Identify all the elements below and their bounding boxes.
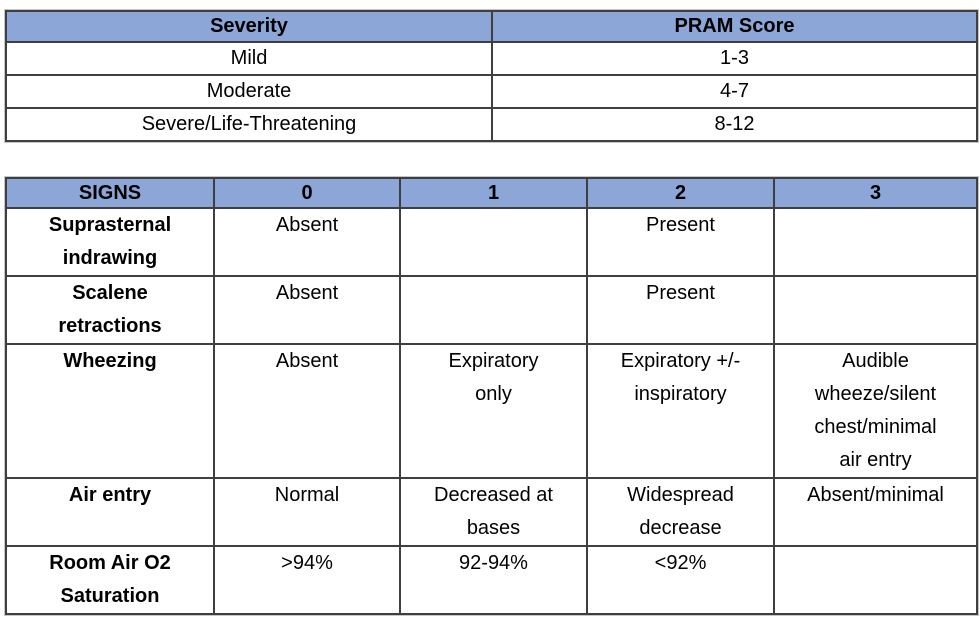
severity-label: Severe/Life-Threatening (5, 107, 493, 142)
sign-label: Suprasternal indrawing (5, 207, 215, 277)
score-0-value: Absent (213, 275, 401, 345)
score-3-header-cell: 3 (773, 177, 978, 209)
score-0-value: Absent (213, 343, 401, 479)
score-3-value: Audible wheeze/silent chest/minimal air … (773, 343, 978, 479)
severity-header-cell: Severity (5, 10, 493, 43)
score-2-value: Present (586, 275, 775, 345)
signs-table: SIGNS 0 1 2 3 Suprasternal indrawing Abs… (5, 177, 978, 615)
sign-label: Scalene retractions (5, 275, 215, 345)
sign-label: Wheezing (5, 343, 215, 479)
severity-score-range: 4-7 (491, 74, 978, 109)
severity-table: Severity PRAM Score Mild 1-3 Moderate 4-… (5, 10, 978, 142)
score-1-header-cell: 1 (399, 177, 588, 209)
pram-score-header-cell: PRAM Score (491, 10, 978, 43)
severity-label: Mild (5, 41, 493, 76)
score-1-value: 92-94% (399, 545, 588, 615)
table-row-wheezing: Wheezing Absent Expiratory only Expirato… (5, 343, 978, 479)
score-0-header-cell: 0 (213, 177, 401, 209)
severity-label: Moderate (5, 74, 493, 109)
score-0-value: >94% (213, 545, 401, 615)
table-row-air-entry: Air entry Normal Decreased at bases Wide… (5, 477, 978, 547)
table-row-scalene-retractions: Scalene retractions Absent Present (5, 275, 978, 345)
signs-header-cell: SIGNS (5, 177, 215, 209)
score-1-value: Decreased at bases (399, 477, 588, 547)
score-2-header-cell: 2 (586, 177, 775, 209)
sign-label: Room Air O2 Saturation (5, 545, 215, 615)
table-row-moderate: Moderate 4-7 (5, 74, 978, 109)
score-2-value: Widespread decrease (586, 477, 775, 547)
score-3-value (773, 545, 978, 615)
table-row-suprasternal-indrawing: Suprasternal indrawing Absent Present (5, 207, 978, 277)
score-3-value: Absent/minimal (773, 477, 978, 547)
table-row-mild: Mild 1-3 (5, 41, 978, 76)
table-row-severe: Severe/Life-Threatening 8-12 (5, 107, 978, 142)
severity-score-range: 8-12 (491, 107, 978, 142)
score-0-value: Absent (213, 207, 401, 277)
severity-score-range: 1-3 (491, 41, 978, 76)
score-2-value: Present (586, 207, 775, 277)
score-0-value: Normal (213, 477, 401, 547)
sign-label: Air entry (5, 477, 215, 547)
score-2-value: Expiratory +/- inspiratory (586, 343, 775, 479)
score-2-value: <92% (586, 545, 775, 615)
table-row-room-air-o2-saturation: Room Air O2 Saturation >94% 92-94% <92% (5, 545, 978, 615)
score-1-value: Expiratory only (399, 343, 588, 479)
score-1-value (399, 275, 588, 345)
score-3-value (773, 207, 978, 277)
severity-header-row: Severity PRAM Score (5, 10, 978, 43)
score-1-value (399, 207, 588, 277)
score-3-value (773, 275, 978, 345)
signs-header-row: SIGNS 0 1 2 3 (5, 177, 978, 209)
